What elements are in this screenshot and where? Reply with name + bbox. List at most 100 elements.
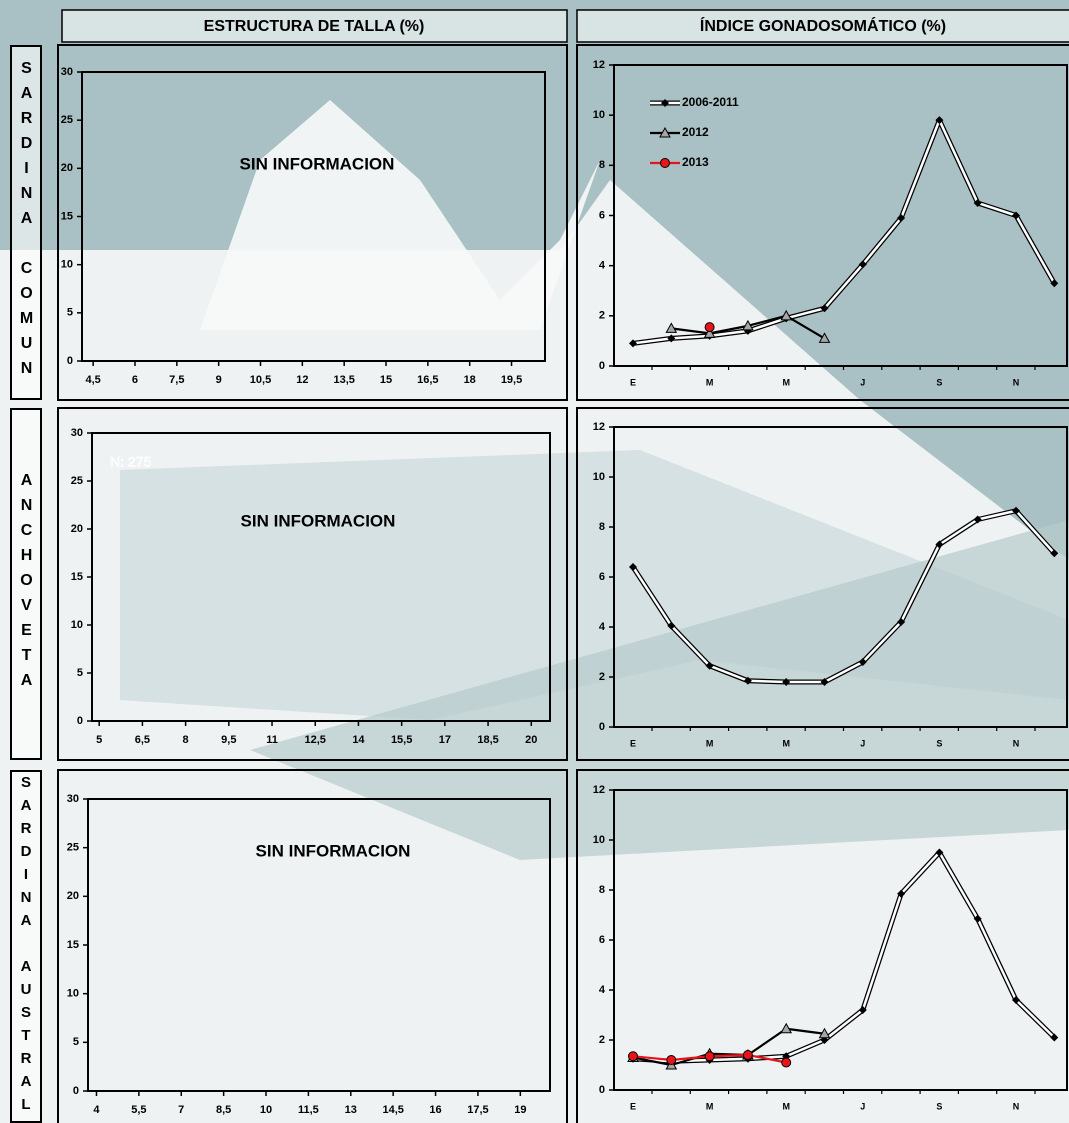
y-tick-label: 2 xyxy=(599,671,605,683)
y-tick-label: 10 xyxy=(67,988,79,1000)
point xyxy=(704,322,715,333)
x-tick-label: 6,5 xyxy=(135,734,150,746)
x-tick-label: M xyxy=(782,1101,790,1111)
point xyxy=(973,198,982,207)
x-tick-label: 17 xyxy=(439,734,451,746)
y-tick-label: 8 xyxy=(599,159,605,171)
x-tick-label: 5,5 xyxy=(131,1104,146,1116)
y-tick-label: 10 xyxy=(61,259,73,271)
x-tick-label: 12,5 xyxy=(305,734,326,746)
y-tick-label: 25 xyxy=(61,114,73,126)
panel-border xyxy=(57,407,568,761)
series-line xyxy=(632,1027,825,1067)
point xyxy=(973,914,982,923)
y-tick-label: 25 xyxy=(67,842,79,854)
point xyxy=(818,1027,831,1039)
point xyxy=(858,1006,867,1014)
point xyxy=(780,309,793,321)
y-tick-label: 2 xyxy=(599,1034,605,1046)
point xyxy=(704,1051,715,1062)
y-tick-label: 15 xyxy=(61,210,73,222)
point xyxy=(666,1055,677,1065)
point xyxy=(628,1051,638,1062)
point xyxy=(1050,1033,1059,1042)
x-tick-label: N xyxy=(1013,738,1020,748)
x-tick-label: 13,5 xyxy=(333,374,354,386)
y-tick-label: 20 xyxy=(71,523,83,535)
panel-border xyxy=(576,44,1069,401)
series-line xyxy=(631,509,1056,684)
annotation: N: 275 xyxy=(110,454,151,470)
annotation: SIN INFORMACION xyxy=(241,511,396,530)
y-tick-label: 12 xyxy=(593,59,605,71)
x-tick-label: 4 xyxy=(93,1104,100,1116)
y-tick-label: 5 xyxy=(77,667,83,679)
y-tick-label: 10 xyxy=(593,471,605,483)
y-tick-label: 0 xyxy=(599,360,605,372)
legend-marker xyxy=(661,99,669,107)
x-tick-label: 15 xyxy=(380,374,392,386)
species-label: ANCHOVETA xyxy=(18,471,35,697)
x-tick-label: 7,5 xyxy=(169,374,184,386)
y-tick-label: 5 xyxy=(67,307,73,319)
point xyxy=(818,332,831,343)
point xyxy=(897,214,906,223)
annotation: SIN INFORMACION xyxy=(240,154,395,173)
species-box: ANCHOVETA xyxy=(10,408,42,760)
point xyxy=(782,678,791,686)
point xyxy=(667,621,676,630)
legend-label: 2012 xyxy=(682,125,709,139)
y-tick-label: 8 xyxy=(599,884,605,896)
point xyxy=(935,848,944,857)
x-tick-label: 14 xyxy=(352,734,365,746)
point xyxy=(858,658,867,666)
x-tick-label: 18,5 xyxy=(477,734,498,746)
bg-shape xyxy=(200,100,600,330)
y-tick-label: 15 xyxy=(67,939,79,951)
point xyxy=(742,1050,753,1060)
legend-marker xyxy=(659,126,671,138)
x-tick-label: 8 xyxy=(183,734,189,746)
x-tick-label: 10 xyxy=(260,1104,272,1116)
annotation: SIN INFORMACION xyxy=(256,841,411,860)
y-tick-label: 20 xyxy=(67,890,79,902)
x-tick-label: 17,5 xyxy=(467,1104,488,1116)
x-tick-label: M xyxy=(782,377,790,387)
x-tick-label: S xyxy=(936,738,942,748)
point xyxy=(935,116,944,125)
point xyxy=(743,676,752,685)
point xyxy=(1012,211,1020,220)
point xyxy=(705,661,714,670)
point xyxy=(820,304,829,313)
x-tick-label: S xyxy=(936,1101,942,1111)
point xyxy=(858,260,867,269)
species-label: SARDINA AUSTRAL xyxy=(17,774,35,1119)
y-tick-label: 25 xyxy=(71,475,83,487)
point xyxy=(667,334,676,343)
x-tick-label: 16,5 xyxy=(417,374,438,386)
x-tick-label: M xyxy=(706,377,714,387)
x-tick-label: M xyxy=(706,1101,714,1111)
x-tick-label: 18 xyxy=(464,374,476,386)
x-tick-label: 7 xyxy=(178,1104,184,1116)
point xyxy=(629,563,637,571)
y-tick-label: 5 xyxy=(73,1036,79,1048)
x-tick-label: 16 xyxy=(429,1104,441,1116)
x-tick-label: 11 xyxy=(266,734,278,746)
y-tick-label: 0 xyxy=(67,355,73,367)
point xyxy=(820,678,829,686)
bg-shape xyxy=(0,0,1069,560)
y-tick-label: 10 xyxy=(593,109,605,121)
x-tick-label: J xyxy=(860,738,865,748)
point xyxy=(897,618,906,626)
y-tick-label: 15 xyxy=(71,571,83,583)
panel-border xyxy=(576,407,1069,761)
x-tick-label: 12 xyxy=(296,374,308,386)
y-tick-label: 30 xyxy=(71,427,83,439)
point xyxy=(1012,506,1020,515)
y-tick-label: 10 xyxy=(71,619,83,631)
point xyxy=(781,1057,792,1068)
panel-border xyxy=(576,769,1069,1123)
